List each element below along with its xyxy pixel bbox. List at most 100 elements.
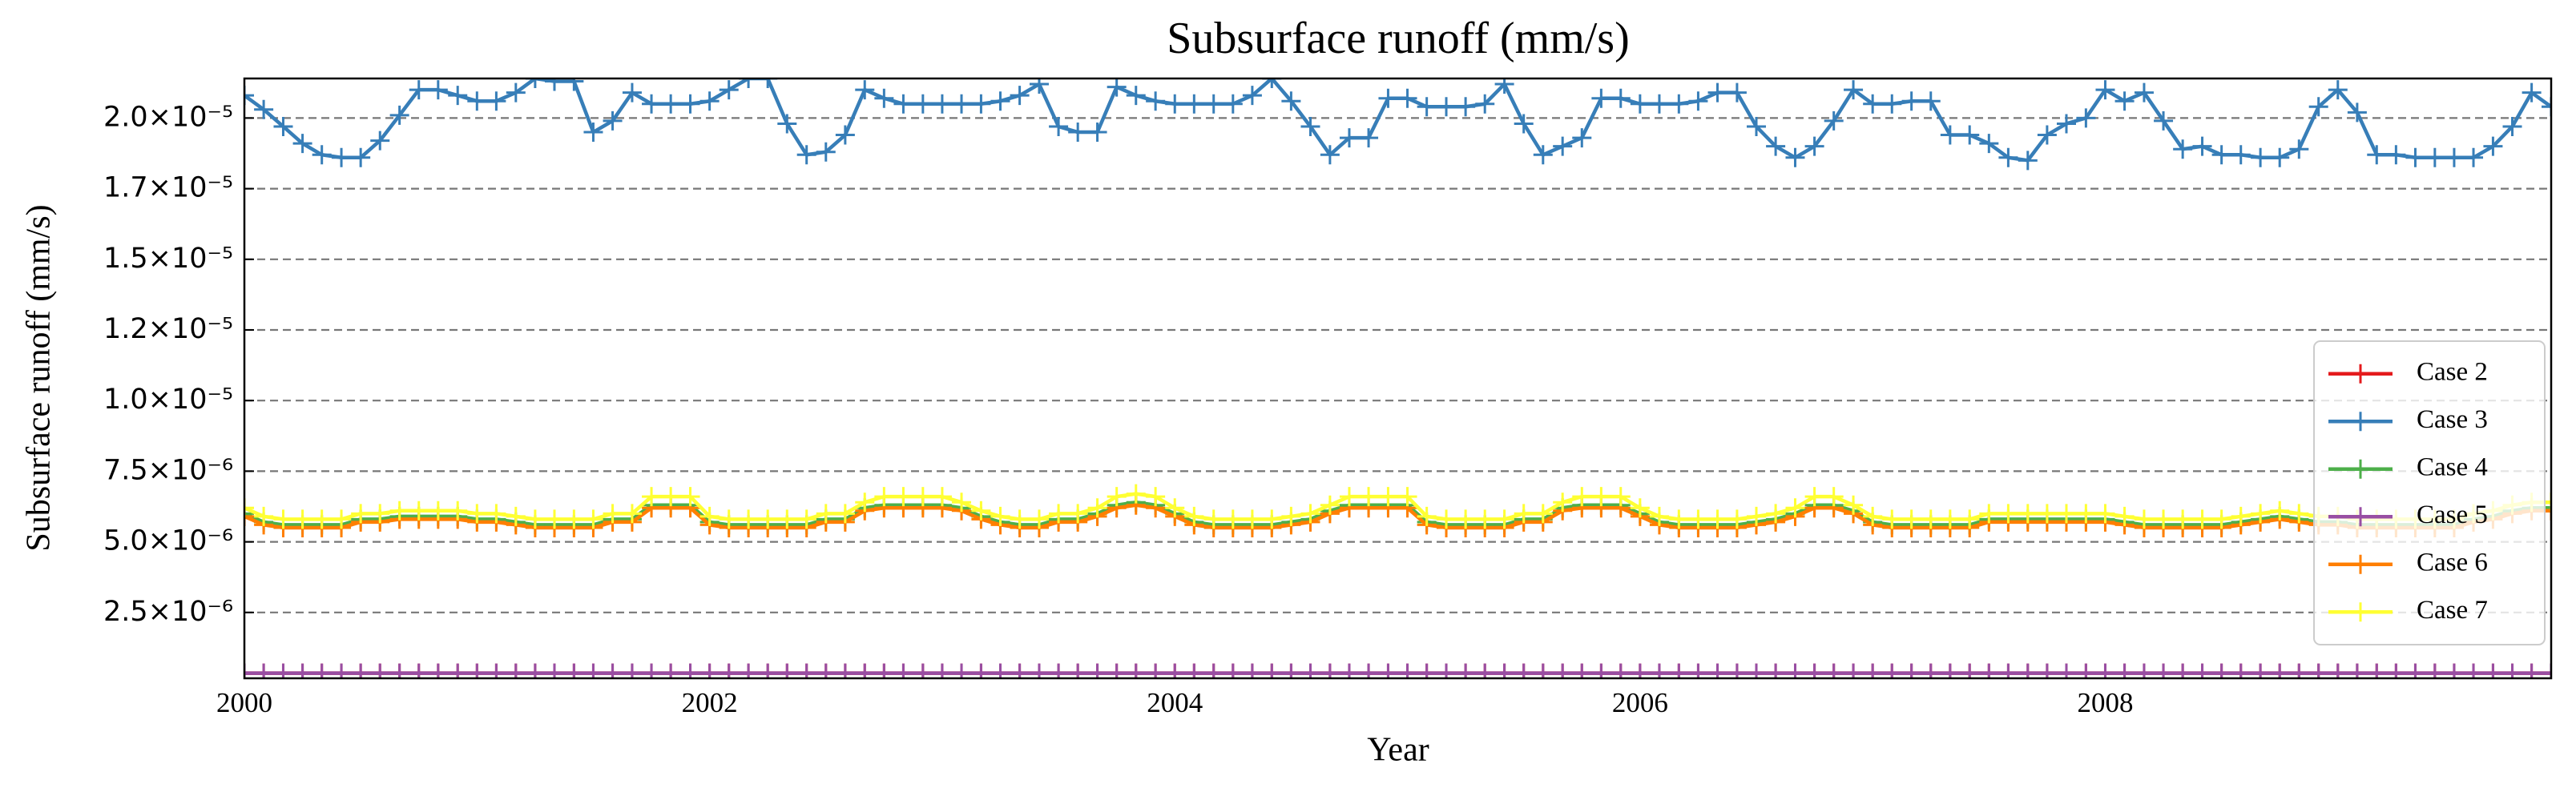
- point-marker: [1844, 80, 1864, 100]
- point-marker: [2425, 663, 2445, 678]
- point-marker: [932, 663, 952, 678]
- legend-label: Case 2: [2417, 357, 2488, 386]
- point-marker: [2231, 506, 2251, 526]
- point-marker: [1242, 86, 1262, 106]
- plot-frame: [243, 77, 2553, 680]
- point-marker: [1203, 509, 1223, 529]
- point-marker: [2405, 663, 2425, 678]
- point-marker: [467, 663, 487, 678]
- legend: Case 2 Case 3 Case 4 Case 5 Case 6 Case 7: [2313, 340, 2546, 645]
- point-marker: [1320, 663, 1340, 678]
- point-marker: [409, 80, 429, 100]
- point-marker: [1417, 97, 1437, 117]
- point-marker: [622, 663, 642, 678]
- point-marker: [1010, 509, 1030, 529]
- point-marker: [893, 487, 913, 507]
- point-marker: [486, 504, 506, 524]
- point-marker: [622, 504, 642, 524]
- legend-label: Case 3: [2417, 405, 2488, 434]
- point-marker: [244, 506, 254, 526]
- point-marker: [1553, 663, 1573, 678]
- point-marker: [292, 509, 312, 529]
- point-marker: [1707, 509, 1727, 529]
- point-marker: [1785, 147, 1805, 167]
- point-marker: [758, 509, 778, 529]
- point-marker: [2076, 663, 2096, 678]
- point-marker: [1165, 663, 1185, 678]
- x-tick-label: 2002: [682, 687, 738, 718]
- point-marker: [1203, 663, 1223, 678]
- point-marker: [1824, 663, 1844, 678]
- point-marker: [777, 663, 797, 678]
- point-marker: [1339, 487, 1359, 507]
- point-marker: [2134, 509, 2154, 529]
- point-marker: [1707, 82, 1727, 103]
- point-marker: [254, 99, 274, 119]
- point-marker: [2076, 108, 2096, 128]
- point-marker: [661, 487, 681, 507]
- point-marker: [874, 88, 894, 108]
- point-marker: [244, 663, 254, 678]
- point-marker: [2134, 663, 2154, 678]
- x-tick-label: 2004: [1147, 687, 1203, 718]
- chart-title: Subsurface runoff (mm/s): [1167, 14, 1630, 63]
- point-marker: [2154, 509, 2174, 529]
- point-marker: [1979, 134, 1999, 154]
- point-marker: [2522, 663, 2542, 678]
- point-marker: [1184, 506, 1204, 526]
- point-marker: [506, 663, 526, 678]
- point-marker: [1669, 663, 1689, 678]
- point-marker: [2542, 663, 2551, 678]
- point-marker: [932, 94, 952, 114]
- point-marker: [1397, 663, 1417, 678]
- series-line: [244, 78, 2551, 163]
- point-marker: [1494, 78, 1514, 94]
- point-marker: [1049, 116, 1069, 136]
- point-marker: [370, 131, 390, 151]
- point-marker: [1262, 509, 1282, 529]
- point-marker: [2037, 125, 2057, 145]
- point-marker: [1184, 94, 1204, 114]
- point-marker: [1747, 116, 1767, 136]
- point-marker: [1649, 94, 1669, 114]
- point-marker: [1397, 88, 1417, 108]
- point-marker: [1630, 498, 1650, 518]
- point-marker: [370, 504, 390, 524]
- point-marker: [244, 498, 254, 518]
- point-marker: [2251, 663, 2271, 678]
- point-marker: [2270, 663, 2290, 678]
- point-marker: [1359, 128, 1379, 148]
- point-marker: [1378, 88, 1398, 108]
- point-marker: [1281, 91, 1301, 111]
- point-marker: [796, 145, 816, 165]
- point-marker: [893, 94, 913, 114]
- point-marker: [1456, 509, 1476, 529]
- point-marker: [2231, 663, 2251, 678]
- point-marker: [1824, 487, 1844, 507]
- point-marker: [1203, 94, 1223, 114]
- point-marker: [1630, 663, 1650, 678]
- point-marker: [1514, 114, 1534, 134]
- point-marker: [1359, 663, 1379, 678]
- point-marker: [1727, 663, 1747, 678]
- point-marker: [312, 509, 332, 529]
- point-marker: [2211, 509, 2231, 529]
- point-marker: [990, 506, 1010, 526]
- point-marker: [1456, 663, 1476, 678]
- point-marker: [1320, 145, 1340, 165]
- point-marker: [1029, 509, 1049, 529]
- point-marker: [1300, 663, 1320, 678]
- point-marker: [1960, 125, 1980, 145]
- point-marker: [835, 663, 855, 678]
- point-marker: [1437, 97, 1457, 117]
- point-marker: [1804, 487, 1824, 507]
- point-marker: [506, 506, 526, 526]
- point-marker: [1146, 487, 1166, 507]
- point-marker: [2289, 139, 2309, 159]
- point-marker: [661, 94, 681, 114]
- point-marker: [292, 663, 312, 678]
- point-marker: [2154, 663, 2174, 678]
- point-marker: [2192, 663, 2212, 678]
- point-marker: [1010, 86, 1030, 106]
- point-marker: [603, 111, 623, 131]
